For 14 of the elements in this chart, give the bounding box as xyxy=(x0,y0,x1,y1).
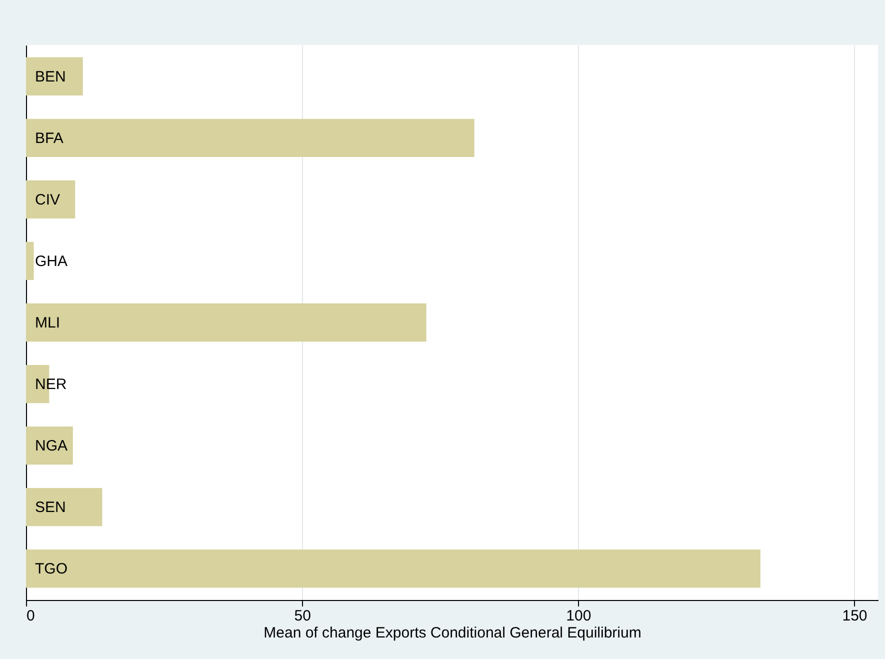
y-tick-label: TGO xyxy=(35,560,68,578)
y-tick-label: NER xyxy=(35,376,67,394)
y-tick-label: SEN xyxy=(35,499,66,516)
x-tick-label: 0 xyxy=(26,608,35,624)
y-tick-label: BEN xyxy=(35,68,66,86)
x-tick-label: 100 xyxy=(566,608,592,624)
x-axis-title: Mean of change Exports Conditional General Equilibrium xyxy=(264,624,642,642)
y-tick-label: CIV xyxy=(35,191,60,208)
y-tick-label: BFA xyxy=(35,130,64,147)
y-tick-label: MLI xyxy=(35,314,60,332)
x-tick-label: 50 xyxy=(294,608,311,624)
x-tick-label: 150 xyxy=(842,608,868,624)
y-tick-label: GHA xyxy=(35,252,68,270)
y-tick-label: NGA xyxy=(35,438,68,455)
